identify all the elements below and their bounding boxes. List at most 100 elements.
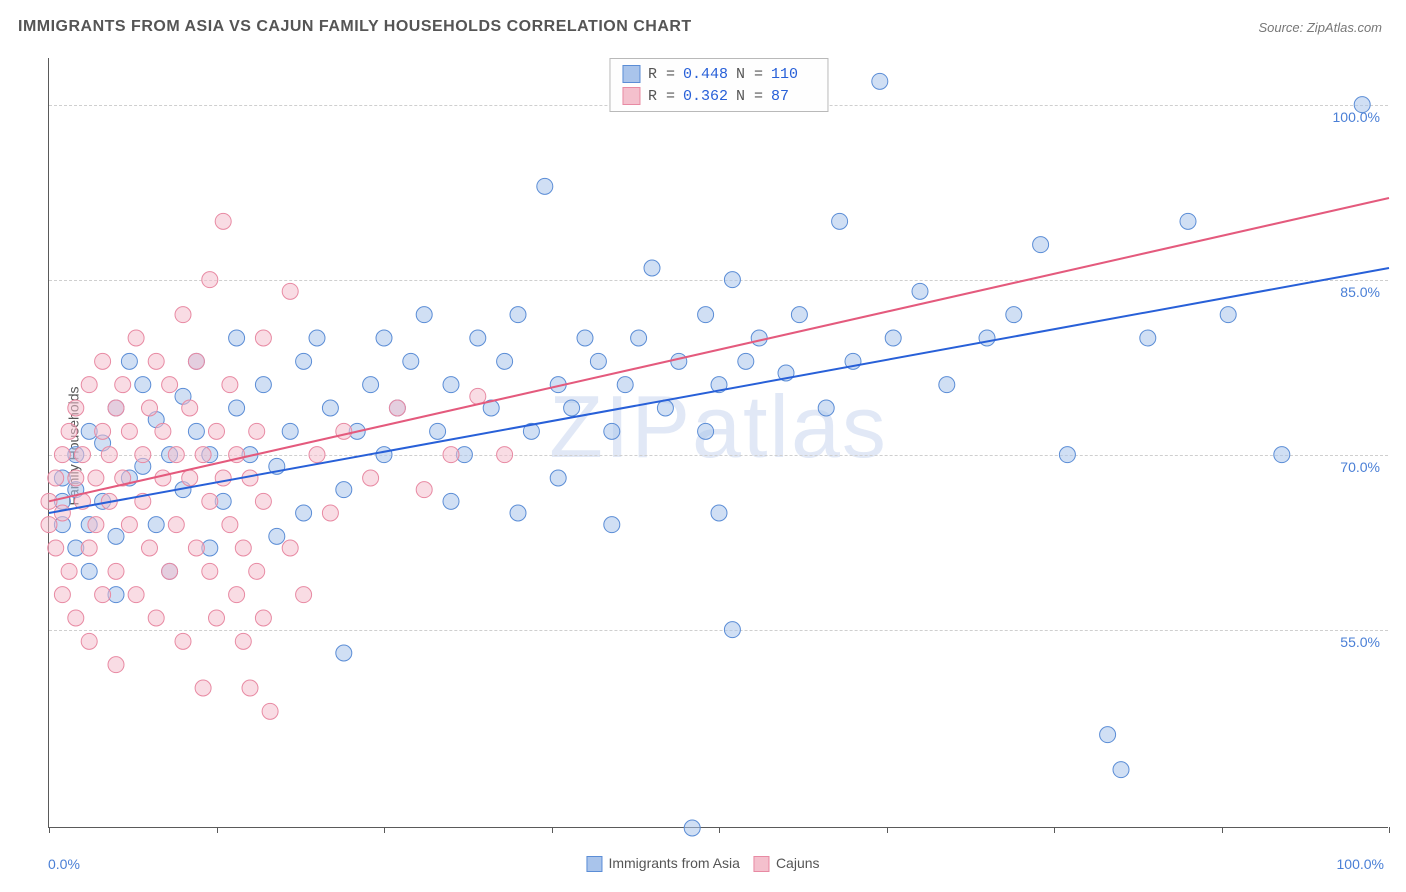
data-point — [195, 680, 211, 696]
x-tick — [719, 827, 720, 833]
data-point — [155, 423, 171, 439]
data-point — [1006, 307, 1022, 323]
data-point — [148, 517, 164, 533]
x-axis-min-label: 0.0% — [48, 856, 80, 872]
data-point — [470, 388, 486, 404]
data-point — [68, 610, 84, 626]
data-point — [671, 353, 687, 369]
data-point — [376, 330, 392, 346]
data-point — [510, 505, 526, 521]
legend-swatch — [754, 856, 770, 872]
data-point — [510, 307, 526, 323]
data-point — [403, 353, 419, 369]
stats-row-series-1: R = 0.448 N = 110 — [622, 63, 815, 85]
data-point — [249, 423, 265, 439]
data-point — [684, 820, 700, 836]
data-point — [75, 447, 91, 463]
data-point — [1354, 97, 1370, 113]
data-point — [121, 423, 137, 439]
x-tick — [1389, 827, 1390, 833]
data-point — [698, 307, 714, 323]
data-point — [115, 377, 131, 393]
data-point — [416, 482, 432, 498]
data-point — [148, 610, 164, 626]
stats-label: R = — [648, 66, 675, 83]
data-point — [54, 447, 70, 463]
data-point — [698, 423, 714, 439]
data-point — [95, 423, 111, 439]
regression-line — [49, 198, 1389, 501]
data-point — [738, 353, 754, 369]
data-point — [54, 505, 70, 521]
data-point — [48, 470, 64, 486]
data-point — [108, 563, 124, 579]
data-point — [135, 377, 151, 393]
data-point — [95, 353, 111, 369]
scatter-svg — [49, 58, 1388, 827]
data-point — [229, 587, 245, 603]
data-point — [108, 400, 124, 416]
data-point — [430, 423, 446, 439]
data-point — [296, 505, 312, 521]
x-tick — [1222, 827, 1223, 833]
data-point — [168, 447, 184, 463]
data-point — [416, 307, 432, 323]
data-point — [296, 587, 312, 603]
data-point — [269, 528, 285, 544]
data-point — [95, 587, 111, 603]
stats-r-value: 0.448 — [683, 66, 728, 83]
stats-label: R = — [648, 88, 675, 105]
data-point — [1274, 447, 1290, 463]
data-point — [791, 307, 807, 323]
data-point — [832, 213, 848, 229]
data-point — [108, 657, 124, 673]
data-point — [162, 563, 178, 579]
data-point — [88, 470, 104, 486]
data-point — [229, 400, 245, 416]
data-point — [939, 377, 955, 393]
data-point — [101, 447, 117, 463]
data-point — [644, 260, 660, 276]
data-point — [1033, 237, 1049, 253]
data-point — [215, 213, 231, 229]
data-point — [912, 283, 928, 299]
data-point — [235, 540, 251, 556]
data-point — [135, 447, 151, 463]
data-point — [255, 610, 271, 626]
data-point — [872, 73, 888, 89]
data-point — [604, 517, 620, 533]
legend-item: Cajuns — [754, 855, 820, 872]
swatch-series-2 — [622, 87, 640, 105]
data-point — [68, 400, 84, 416]
data-point — [711, 505, 727, 521]
source-attribution: Source: ZipAtlas.com — [1258, 20, 1382, 35]
stats-n-value: 87 — [771, 88, 815, 105]
data-point — [497, 447, 513, 463]
data-point — [222, 377, 238, 393]
x-tick — [887, 827, 888, 833]
data-point — [61, 423, 77, 439]
data-point — [818, 400, 834, 416]
data-point — [88, 517, 104, 533]
x-tick — [552, 827, 553, 833]
data-point — [363, 377, 379, 393]
data-point — [376, 447, 392, 463]
data-point — [657, 400, 673, 416]
data-point — [209, 610, 225, 626]
data-point — [751, 330, 767, 346]
data-point — [255, 377, 271, 393]
data-point — [175, 633, 191, 649]
data-point — [81, 377, 97, 393]
data-point — [631, 330, 647, 346]
data-point — [202, 493, 218, 509]
data-point — [322, 505, 338, 521]
data-point — [470, 330, 486, 346]
data-point — [724, 622, 740, 638]
data-point — [617, 377, 633, 393]
data-point — [497, 353, 513, 369]
data-point — [48, 540, 64, 556]
stats-label: N = — [736, 66, 763, 83]
data-point — [222, 517, 238, 533]
data-point — [604, 423, 620, 439]
data-point — [255, 330, 271, 346]
